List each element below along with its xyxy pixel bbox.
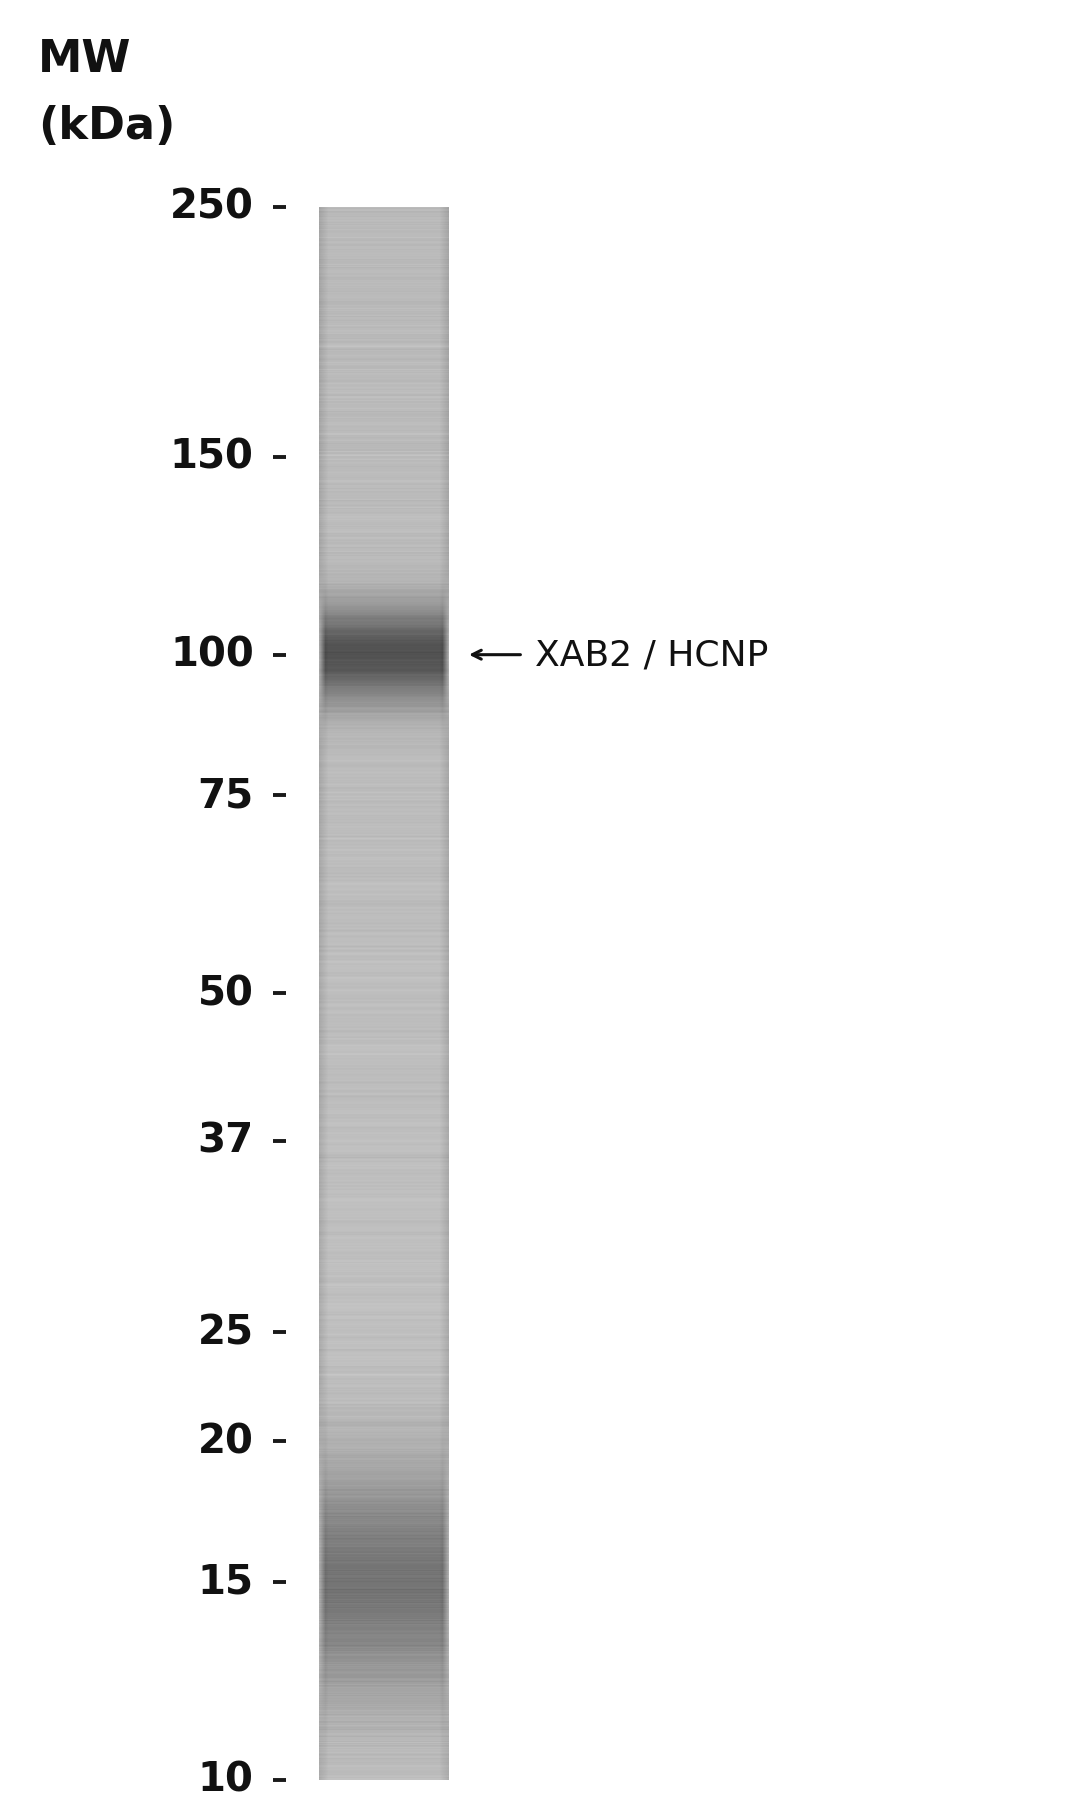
- Text: 10: 10: [198, 1760, 254, 1800]
- Text: MW: MW: [38, 38, 132, 81]
- Text: 100: 100: [170, 636, 254, 676]
- Text: 20: 20: [198, 1422, 254, 1462]
- Text: 50: 50: [198, 974, 254, 1014]
- Text: XAB2 / HCNP: XAB2 / HCNP: [536, 638, 769, 672]
- Text: 15: 15: [198, 1561, 254, 1601]
- Text: 25: 25: [198, 1312, 254, 1352]
- Text: 150: 150: [170, 437, 254, 477]
- Text: 37: 37: [198, 1120, 254, 1160]
- Text: 250: 250: [170, 188, 254, 228]
- Text: (kDa): (kDa): [38, 105, 175, 148]
- Text: 75: 75: [198, 775, 254, 815]
